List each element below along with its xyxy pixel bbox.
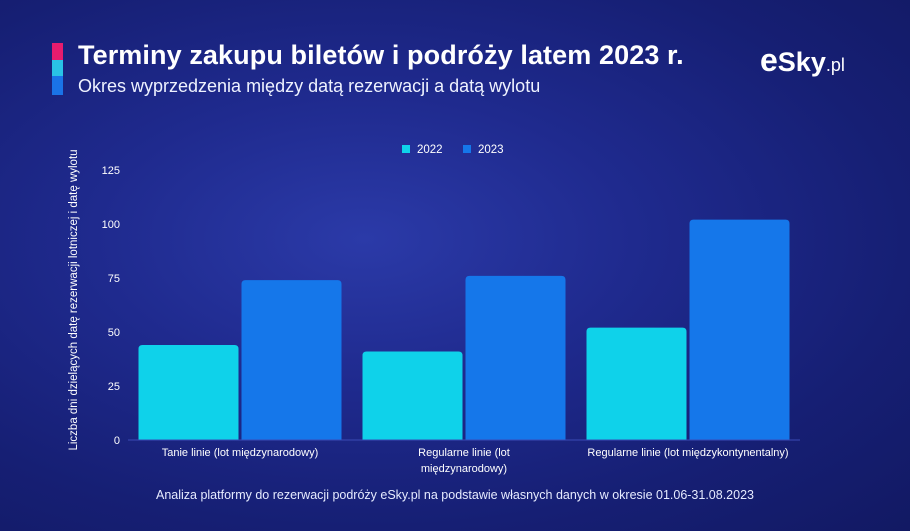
y-tick-label: 0 (114, 435, 120, 447)
y-tick-label: 25 (108, 381, 120, 393)
esky-logo: e Sky .pl (760, 44, 845, 76)
accent-bar-blue (52, 76, 63, 95)
footer-note: Analiza platformy do rezerwacji podróży … (155, 488, 754, 502)
y-tick-label: 100 (102, 219, 120, 231)
accent-bar-cyan (52, 60, 63, 76)
bar-2022-cat-0 (138, 344, 239, 440)
page-subtitle: Okres wyprzedzenia między datą rezerwacj… (78, 76, 541, 96)
x-axis-ticks: Tanie linie (lot międzynarodowy) Regularn… (162, 447, 789, 475)
x-tick-label: Regularne linie (lot międzynarodowy) (418, 447, 510, 475)
legend-label-2022: 2022 (417, 144, 443, 156)
legend-label-2023: 2023 (478, 144, 504, 156)
y-axis-ticks: 0 25 50 75 100 125 (102, 165, 120, 447)
page-title: Terminy zakupu biletów i podróży latem 2… (78, 40, 684, 70)
bar-2022-cat-1 (362, 351, 463, 440)
y-tick-label: 75 (108, 273, 120, 285)
x-tick-label: Regularne linie (lot międzykontynentalny… (587, 447, 788, 459)
chart-legend: 2022 2023 (402, 144, 504, 156)
bar-2023-cat-1 (465, 275, 566, 440)
bar-2023-cat-2 (689, 219, 790, 440)
y-tick-label: 125 (102, 165, 120, 177)
x-tick-label: Tanie linie (lot międzynarodowy) (162, 447, 319, 459)
logo-pl: .pl (825, 55, 845, 75)
logo-e: e (760, 42, 778, 78)
y-tick-label: 50 (108, 327, 120, 339)
chart-bars (138, 219, 790, 440)
y-axis-label-group: Liczba dni dzielących datę rezerwacji lo… (68, 149, 80, 450)
logo-sky: Sky (777, 47, 826, 77)
bar-2023-cat-0 (241, 280, 342, 440)
bar-2022-cat-2 (586, 327, 687, 440)
accent-bar-pink (52, 43, 63, 60)
legend-swatch-2023 (463, 145, 471, 153)
legend-swatch-2022 (402, 145, 410, 153)
y-axis-label: Liczba dni dzielących datę rezerwacji lo… (68, 149, 80, 450)
